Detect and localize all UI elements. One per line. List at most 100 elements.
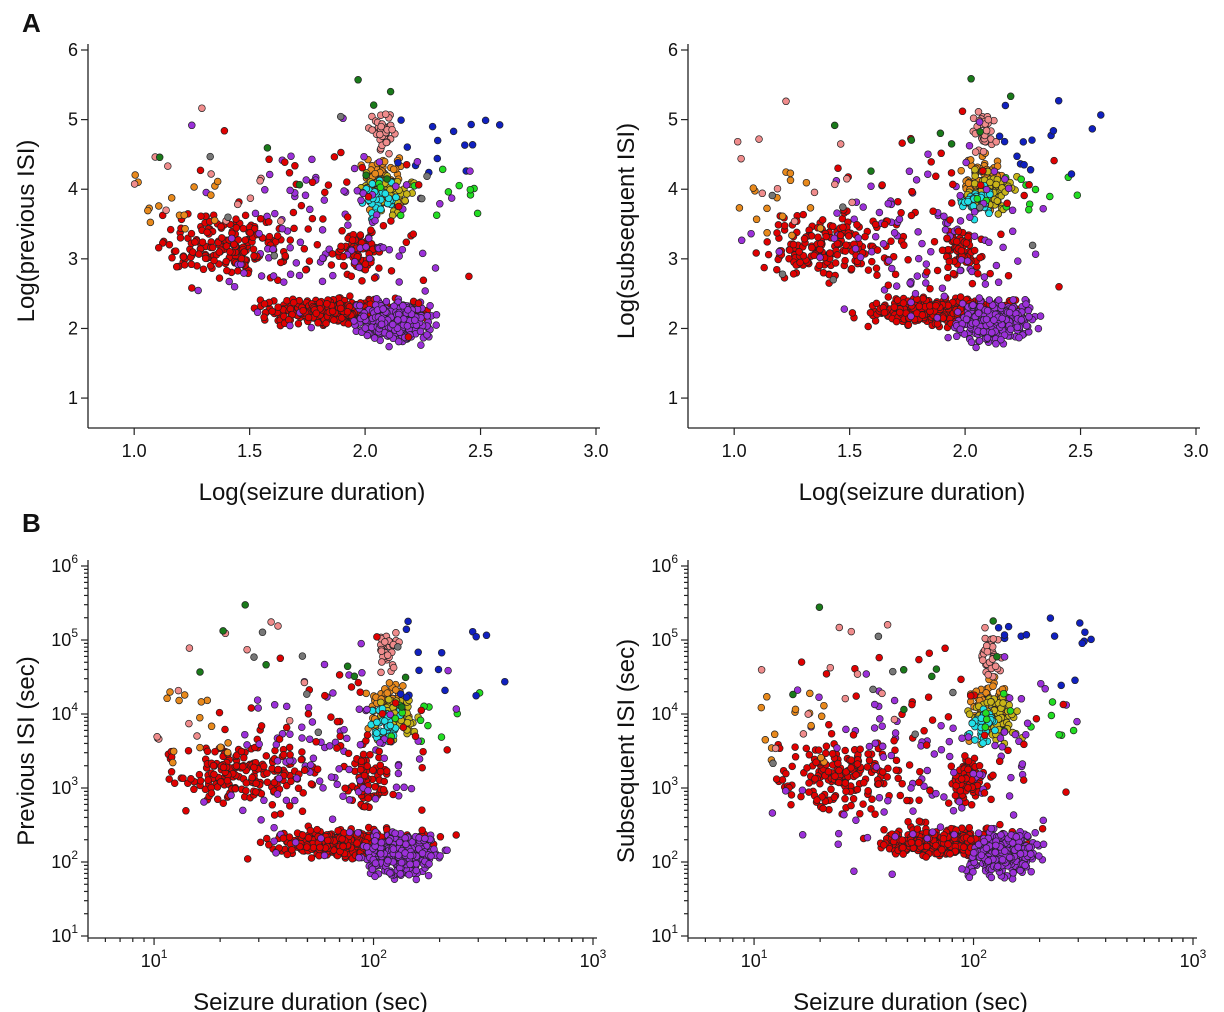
data-point bbox=[318, 277, 327, 286]
data-point bbox=[990, 167, 999, 176]
y-tick-label: 104 bbox=[51, 700, 78, 724]
data-point bbox=[778, 212, 787, 221]
data-point bbox=[260, 796, 268, 805]
data-point bbox=[194, 286, 202, 295]
data-point bbox=[994, 278, 1003, 287]
data-point bbox=[890, 303, 899, 311]
data-point bbox=[339, 252, 348, 261]
data-point bbox=[814, 233, 822, 241]
data-point bbox=[443, 746, 451, 754]
data-point bbox=[320, 660, 329, 669]
y-tick-label: 4 bbox=[68, 179, 78, 199]
data-point bbox=[315, 777, 324, 785]
data-point bbox=[242, 787, 250, 795]
data-point bbox=[911, 289, 920, 298]
data-point bbox=[313, 240, 322, 249]
data-point bbox=[327, 713, 335, 721]
data-point bbox=[404, 617, 412, 626]
data-point bbox=[495, 121, 504, 129]
data-point bbox=[389, 165, 398, 174]
data-point bbox=[303, 690, 311, 698]
data-point bbox=[306, 826, 315, 835]
data-point bbox=[217, 222, 225, 231]
y-tick-label: 3 bbox=[668, 249, 678, 269]
data-point bbox=[195, 250, 203, 258]
data-point bbox=[275, 735, 284, 743]
data-point bbox=[208, 243, 217, 252]
data-point bbox=[425, 860, 433, 868]
data-point bbox=[169, 747, 178, 756]
data-point bbox=[963, 257, 972, 265]
data-point bbox=[353, 839, 361, 847]
data-points bbox=[757, 603, 1095, 883]
data-point bbox=[337, 242, 345, 251]
data-point bbox=[308, 214, 317, 223]
data-point bbox=[268, 801, 277, 809]
data-point bbox=[364, 786, 372, 795]
data-point bbox=[409, 230, 418, 238]
data-point bbox=[239, 762, 247, 771]
data-point bbox=[946, 850, 954, 858]
data-point bbox=[357, 757, 366, 766]
data-point bbox=[1025, 205, 1033, 214]
data-point bbox=[158, 211, 167, 220]
data-point bbox=[345, 796, 354, 804]
data-point bbox=[286, 243, 294, 252]
data-point bbox=[335, 765, 343, 773]
data-point bbox=[347, 683, 356, 691]
data-point bbox=[197, 698, 206, 706]
data-point bbox=[1017, 175, 1025, 184]
data-point bbox=[356, 231, 365, 239]
data-point bbox=[260, 313, 268, 322]
data-point bbox=[328, 250, 337, 258]
data-point bbox=[281, 158, 289, 166]
data-point bbox=[396, 211, 405, 220]
data-point bbox=[747, 229, 755, 238]
data-point bbox=[975, 294, 984, 302]
data-point bbox=[195, 770, 204, 779]
data-point bbox=[387, 217, 395, 225]
data-point bbox=[269, 245, 277, 253]
data-point bbox=[402, 238, 411, 247]
data-point bbox=[363, 705, 371, 714]
data-point bbox=[217, 778, 225, 786]
data-point bbox=[829, 222, 837, 231]
data-point bbox=[354, 829, 362, 837]
data-point bbox=[378, 658, 386, 666]
data-point bbox=[888, 264, 896, 273]
data-point bbox=[350, 164, 359, 173]
data-point bbox=[922, 853, 930, 861]
panel-label-a: A bbox=[22, 8, 41, 38]
data-point bbox=[436, 852, 444, 860]
data-point bbox=[394, 769, 403, 778]
data-point bbox=[258, 628, 267, 637]
data-point bbox=[381, 189, 390, 198]
data-point bbox=[383, 767, 391, 775]
data-point bbox=[395, 278, 403, 286]
data-point bbox=[155, 202, 163, 210]
data-point bbox=[170, 779, 179, 787]
data-point bbox=[265, 155, 273, 164]
data-point bbox=[291, 838, 300, 847]
data-point bbox=[947, 169, 956, 177]
data-point bbox=[943, 274, 952, 282]
data-point bbox=[279, 751, 288, 759]
data-point bbox=[395, 838, 404, 847]
data-point bbox=[403, 190, 411, 198]
data-point bbox=[822, 232, 830, 241]
data-point bbox=[271, 746, 279, 755]
data-point bbox=[380, 754, 389, 762]
data-point bbox=[760, 263, 768, 272]
data-point bbox=[373, 718, 381, 727]
data-point bbox=[840, 305, 849, 313]
data-point bbox=[430, 845, 438, 853]
data-point bbox=[880, 841, 888, 849]
data-point bbox=[174, 686, 183, 695]
data-point bbox=[298, 748, 306, 756]
data-point bbox=[885, 256, 893, 265]
data-point bbox=[225, 277, 233, 286]
data-point bbox=[952, 332, 961, 341]
data-point bbox=[287, 152, 295, 160]
data-point bbox=[1014, 257, 1022, 265]
data-point bbox=[402, 625, 411, 634]
